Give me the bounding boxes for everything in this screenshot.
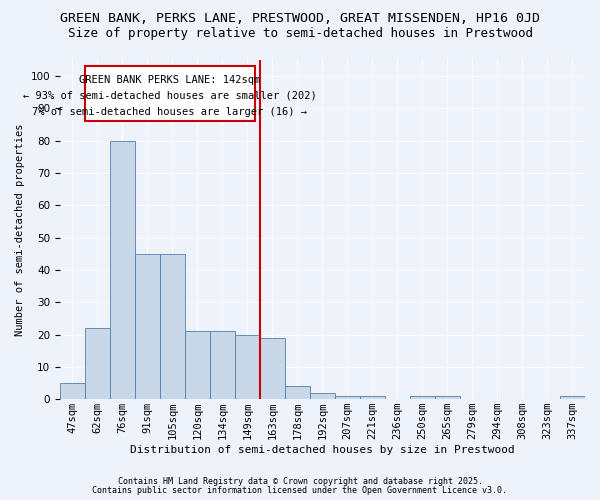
Bar — [60, 383, 85, 399]
FancyBboxPatch shape — [85, 66, 255, 122]
Bar — [135, 254, 160, 399]
Bar — [160, 254, 185, 399]
Bar — [360, 396, 385, 399]
Bar — [185, 332, 210, 399]
Bar — [85, 328, 110, 399]
Bar — [210, 332, 235, 399]
Bar — [110, 141, 135, 399]
Bar — [235, 334, 260, 399]
Text: GREEN BANK, PERKS LANE, PRESTWOOD, GREAT MISSENDEN, HP16 0JD: GREEN BANK, PERKS LANE, PRESTWOOD, GREAT… — [60, 12, 540, 26]
Bar — [410, 396, 435, 399]
Text: Size of property relative to semi-detached houses in Prestwood: Size of property relative to semi-detach… — [67, 28, 533, 40]
Text: Contains HM Land Registry data © Crown copyright and database right 2025.: Contains HM Land Registry data © Crown c… — [118, 477, 482, 486]
Text: Contains public sector information licensed under the Open Government Licence v3: Contains public sector information licen… — [92, 486, 508, 495]
Bar — [335, 396, 360, 399]
Bar — [435, 396, 460, 399]
Bar — [260, 338, 285, 399]
Bar — [310, 392, 335, 399]
X-axis label: Distribution of semi-detached houses by size in Prestwood: Distribution of semi-detached houses by … — [130, 445, 515, 455]
Bar — [285, 386, 310, 399]
Text: 7% of semi-detached houses are larger (16) →: 7% of semi-detached houses are larger (1… — [32, 107, 307, 117]
Y-axis label: Number of semi-detached properties: Number of semi-detached properties — [15, 124, 25, 336]
Bar — [560, 396, 585, 399]
Text: ← 93% of semi-detached houses are smaller (202): ← 93% of semi-detached houses are smalle… — [23, 90, 317, 101]
Text: GREEN BANK PERKS LANE: 142sqm: GREEN BANK PERKS LANE: 142sqm — [79, 74, 260, 85]
